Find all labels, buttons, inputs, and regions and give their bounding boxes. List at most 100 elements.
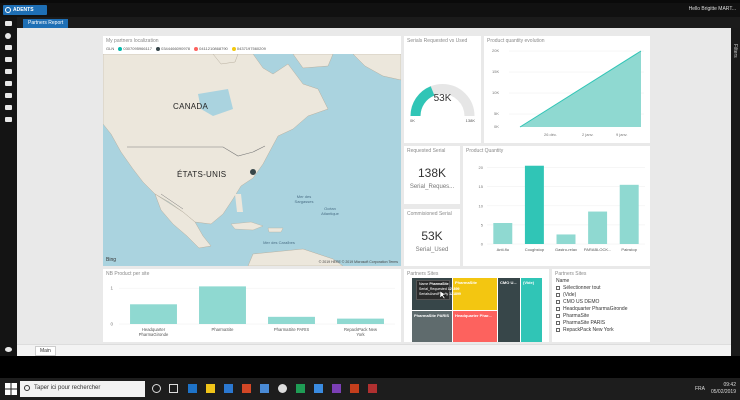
- workspaces-icon[interactable]: [5, 81, 12, 86]
- checkbox[interactable]: [556, 299, 560, 304]
- nb-chart-plot: 1 0 Headquarter PharmaGironde PharmaSite Phar…: [110, 286, 395, 337]
- card-value: 53K: [421, 229, 443, 243]
- store-icon[interactable]: [224, 384, 233, 393]
- product-quantity-chart[interactable]: Product Quantity 20 15 10 5 0 Anti-flu Coughst…: [463, 146, 650, 266]
- chrome-icon[interactable]: [278, 384, 287, 393]
- gauge-value: 53K: [433, 93, 452, 104]
- tab-partners-report[interactable]: Partners Report: [23, 19, 69, 28]
- card-commissioned-serial[interactable]: Commisioned Serial 53K Serial_Used: [404, 209, 460, 266]
- bar[interactable]: [199, 286, 246, 324]
- checkbox[interactable]: [556, 292, 560, 297]
- bar[interactable]: [588, 211, 608, 244]
- dashboards-icon[interactable]: [5, 117, 12, 122]
- checkbox[interactable]: [556, 285, 560, 290]
- slicer-list: Name Sélectionner tout (Vide) CMO US DEM…: [556, 278, 627, 334]
- partners-slicer[interactable]: Partners Sites Name Sélectionner tout (V…: [552, 269, 650, 342]
- card-requested-serial[interactable]: Requested Serial 138K Serial_Reques...: [404, 146, 460, 204]
- clock-time: 09:42: [723, 382, 736, 388]
- x-tick-label: Coughstop: [525, 247, 545, 252]
- clock[interactable]: 09:42 05/02/2019: [711, 382, 736, 396]
- report-canvas: My partners localization GLN 03070959661…: [17, 28, 731, 344]
- acrobat-icon[interactable]: [368, 384, 377, 393]
- onenote-icon[interactable]: [332, 384, 341, 393]
- home-icon[interactable]: [5, 21, 12, 26]
- user-label[interactable]: Hello Brigitte MART...: [688, 6, 736, 12]
- cortana-icon[interactable]: [152, 384, 161, 393]
- legend-item[interactable]: 0411210868790: [199, 46, 228, 51]
- legend-item[interactable]: 0307095966117: [123, 46, 152, 51]
- legend-dot: [156, 46, 161, 51]
- bar[interactable]: [268, 316, 315, 324]
- adents-logo[interactable]: ADENTS: [3, 5, 47, 15]
- legend-item[interactable]: 0437197560209: [236, 46, 266, 51]
- taskbar-search-input[interactable]: Taper ici pour rechercher: [20, 381, 145, 397]
- word-icon[interactable]: [314, 384, 323, 393]
- outlook-icon[interactable]: [260, 384, 269, 393]
- slicer-item[interactable]: Headquarter PharmaGironde: [556, 306, 627, 313]
- bar[interactable]: [524, 165, 544, 244]
- apps-icon[interactable]: [5, 57, 12, 62]
- checkbox[interactable]: [556, 313, 560, 318]
- checkbox[interactable]: [556, 327, 560, 332]
- map-area[interactable]: CANADA ÉTATS-UNIS Mer des Sargasses Océa…: [103, 54, 401, 266]
- treemap-tile[interactable]: (Vide): [521, 278, 542, 342]
- office-icon[interactable]: [242, 384, 251, 393]
- bar[interactable]: [619, 184, 639, 244]
- tab-main[interactable]: Main: [35, 346, 56, 356]
- bar[interactable]: [556, 234, 576, 244]
- partners-treemap[interactable]: Partners Sites PharmaSite CMO U... (Vide…: [404, 269, 549, 342]
- map-point[interactable]: [250, 169, 256, 175]
- slicer-item-label: Headquarter PharmaGironde: [563, 306, 628, 312]
- slicer-item[interactable]: Sélectionner tout: [556, 285, 627, 292]
- profile-icon[interactable]: [5, 347, 12, 352]
- excel-icon[interactable]: [296, 384, 305, 393]
- recent-icon[interactable]: [5, 45, 12, 50]
- favorites-icon[interactable]: [5, 33, 11, 39]
- shared-icon[interactable]: [5, 69, 12, 74]
- nb-product-chart[interactable]: NB Product per site 1 0 Headquarter PharmaG…: [103, 269, 401, 342]
- language-indicator[interactable]: FRA: [695, 386, 705, 392]
- y-tick: 20K: [492, 48, 500, 53]
- treemap-tile[interactable]: CMO U...: [498, 278, 520, 342]
- legend-item[interactable]: 0344466090978: [161, 46, 191, 51]
- map-copyright[interactable]: © 2019 HERE © 2019 Microsoft Corporation…: [318, 260, 398, 264]
- gauge-fill[interactable]: [410, 86, 435, 117]
- y-tick: 0K: [494, 124, 499, 129]
- slicer-item[interactable]: CMO US DEMO: [556, 299, 627, 306]
- bar[interactable]: [493, 223, 513, 244]
- datasets-icon[interactable]: [5, 93, 12, 98]
- checkbox[interactable]: [556, 306, 560, 311]
- report-tabstrip: Partners Report: [17, 17, 740, 28]
- tooltip-key: SerialsUsedFamily: [419, 292, 449, 296]
- slicer-item[interactable]: RepackPack New York: [556, 327, 627, 334]
- area-chart-plot: [509, 50, 644, 128]
- powerpoint-icon[interactable]: [350, 384, 359, 393]
- task-view-icon[interactable]: [169, 384, 178, 393]
- bar[interactable]: [130, 304, 177, 324]
- treemap-tile[interactable]: PharmaSite PARIS: [412, 311, 452, 342]
- slicer-item[interactable]: PharmaSite PARIS: [556, 320, 627, 327]
- map-label-canada: CANADA: [173, 102, 209, 111]
- slicer-item[interactable]: (Vide): [556, 292, 627, 299]
- checkbox[interactable]: [556, 320, 560, 325]
- reports-icon[interactable]: [5, 105, 12, 110]
- map-title: My partners localization: [106, 38, 159, 44]
- treemap-tile[interactable]: PharmaSite: [453, 278, 497, 310]
- windows-start-icon[interactable]: [5, 383, 17, 395]
- tile-label: PharmaSite: [455, 280, 478, 285]
- filters-pane[interactable]: Filters: [731, 28, 740, 356]
- slicer-item-label: Sélectionner tout: [563, 285, 601, 291]
- page-tabs-bar: Main: [17, 344, 731, 356]
- treemap-tile[interactable]: Headquarter Phar...: [453, 311, 497, 342]
- y-tick-label: 0: [110, 322, 113, 327]
- tooltip-value: 121899: [447, 287, 460, 291]
- slicer-item[interactable]: PharmaSite: [556, 313, 627, 320]
- tile-label: CMO U...: [500, 280, 517, 285]
- edge-icon[interactable]: [188, 384, 197, 393]
- sea-label: Océan Atlantique: [321, 206, 339, 216]
- map-visual[interactable]: My partners localization GLN 03070959661…: [103, 36, 401, 266]
- bar[interactable]: [337, 318, 384, 324]
- file-explorer-icon[interactable]: [206, 384, 215, 393]
- gauge-visual[interactable]: Serials Requested vs Used 53K 0K 138K: [404, 36, 481, 143]
- area-chart-visual[interactable]: Product quantity evolution 20K 15K 10K 5…: [484, 36, 650, 143]
